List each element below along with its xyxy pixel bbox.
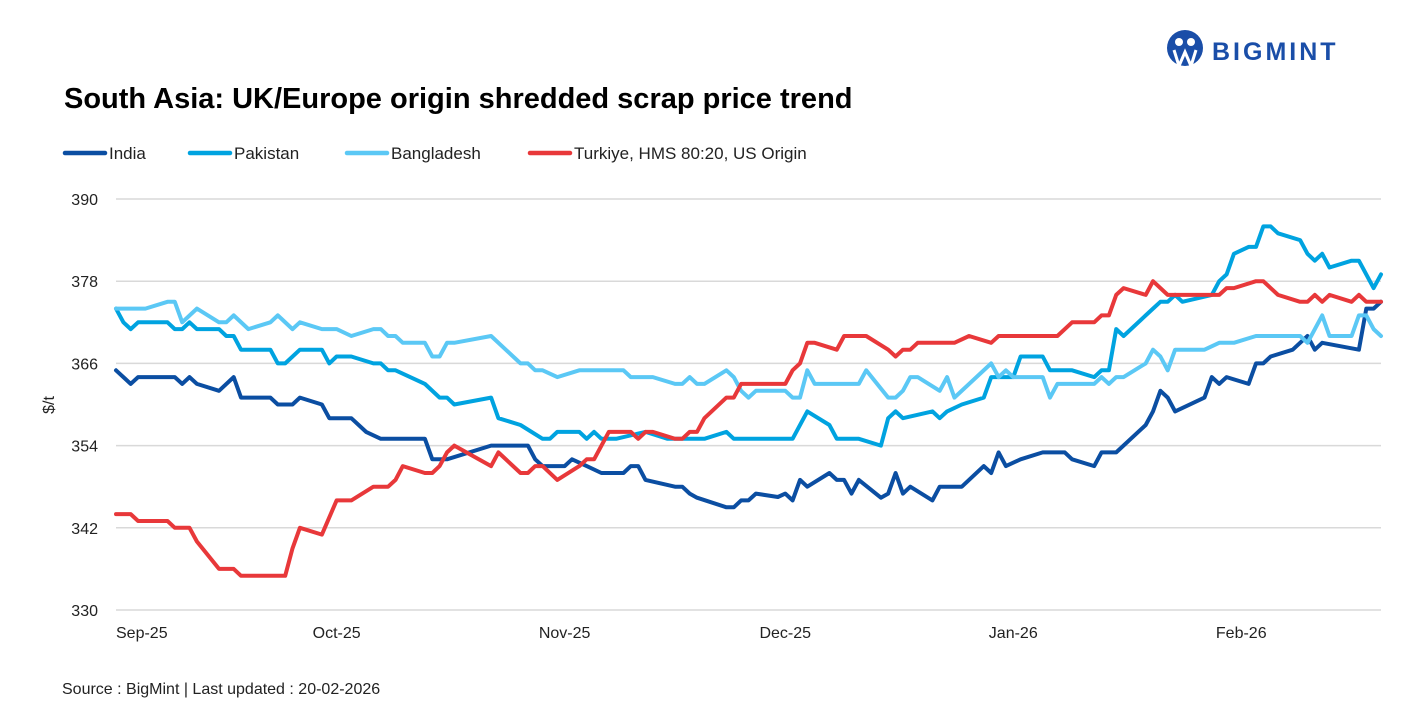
logo-figure-left-icon <box>1175 38 1183 46</box>
legend-label: Pakistan <box>234 144 299 163</box>
legend-item: Turkiye, HMS 80:20, US Origin <box>527 144 807 163</box>
series-lines <box>114 224 1383 578</box>
legend-label: Turkiye, HMS 80:20, US Origin <box>574 144 807 163</box>
y-tick-label: 330 <box>71 603 98 620</box>
legend-label: India <box>109 144 146 163</box>
bigmint-logo: BIGMINT <box>1167 30 1339 71</box>
logo-emblem-icon <box>1167 30 1203 66</box>
x-tick-label: Sep-25 <box>116 625 168 642</box>
y-axis-ticks: 330 342 354 366 378 390 <box>71 192 98 620</box>
y-tick-label: 366 <box>71 356 98 373</box>
y-tick-label: 354 <box>71 439 98 456</box>
logo-figures-body-icon <box>1172 48 1198 71</box>
x-tick-label: Dec-25 <box>759 625 811 642</box>
legend-item: Pakistan <box>187 144 299 163</box>
series-line-turkiye <box>114 279 1383 578</box>
logo-figure-right-icon <box>1187 38 1195 46</box>
series-line-india <box>114 299 1383 510</box>
series-line-pakistan <box>114 224 1383 448</box>
x-tick-label: Jan-26 <box>989 625 1038 642</box>
legend-item: Bangladesh <box>344 144 481 163</box>
y-tick-label: 390 <box>71 192 98 209</box>
y-tick-label: 342 <box>71 521 98 538</box>
legend: India Pakistan Bangladesh Turkiye, HMS 80:2… <box>62 144 807 163</box>
legend-label: Bangladesh <box>391 144 481 163</box>
logo-text: BIGMINT <box>1212 38 1339 66</box>
y-axis-label: $/t <box>41 396 58 414</box>
source-note: Source : BigMint | Last updated : 20-02-… <box>62 681 380 698</box>
x-axis-ticks: Sep-25 Oct-25 Nov-25 Dec-25 Jan-26 Feb-26 <box>116 625 1267 642</box>
chart-title: South Asia: UK/Europe origin shredded sc… <box>64 83 853 115</box>
x-tick-label: Nov-25 <box>539 625 591 642</box>
legend-item: India <box>62 144 146 163</box>
x-tick-label: Feb-26 <box>1216 625 1267 642</box>
x-tick-label: Oct-25 <box>313 625 361 642</box>
y-tick-label: 378 <box>71 274 98 291</box>
series-line-bangladesh <box>114 299 1383 400</box>
